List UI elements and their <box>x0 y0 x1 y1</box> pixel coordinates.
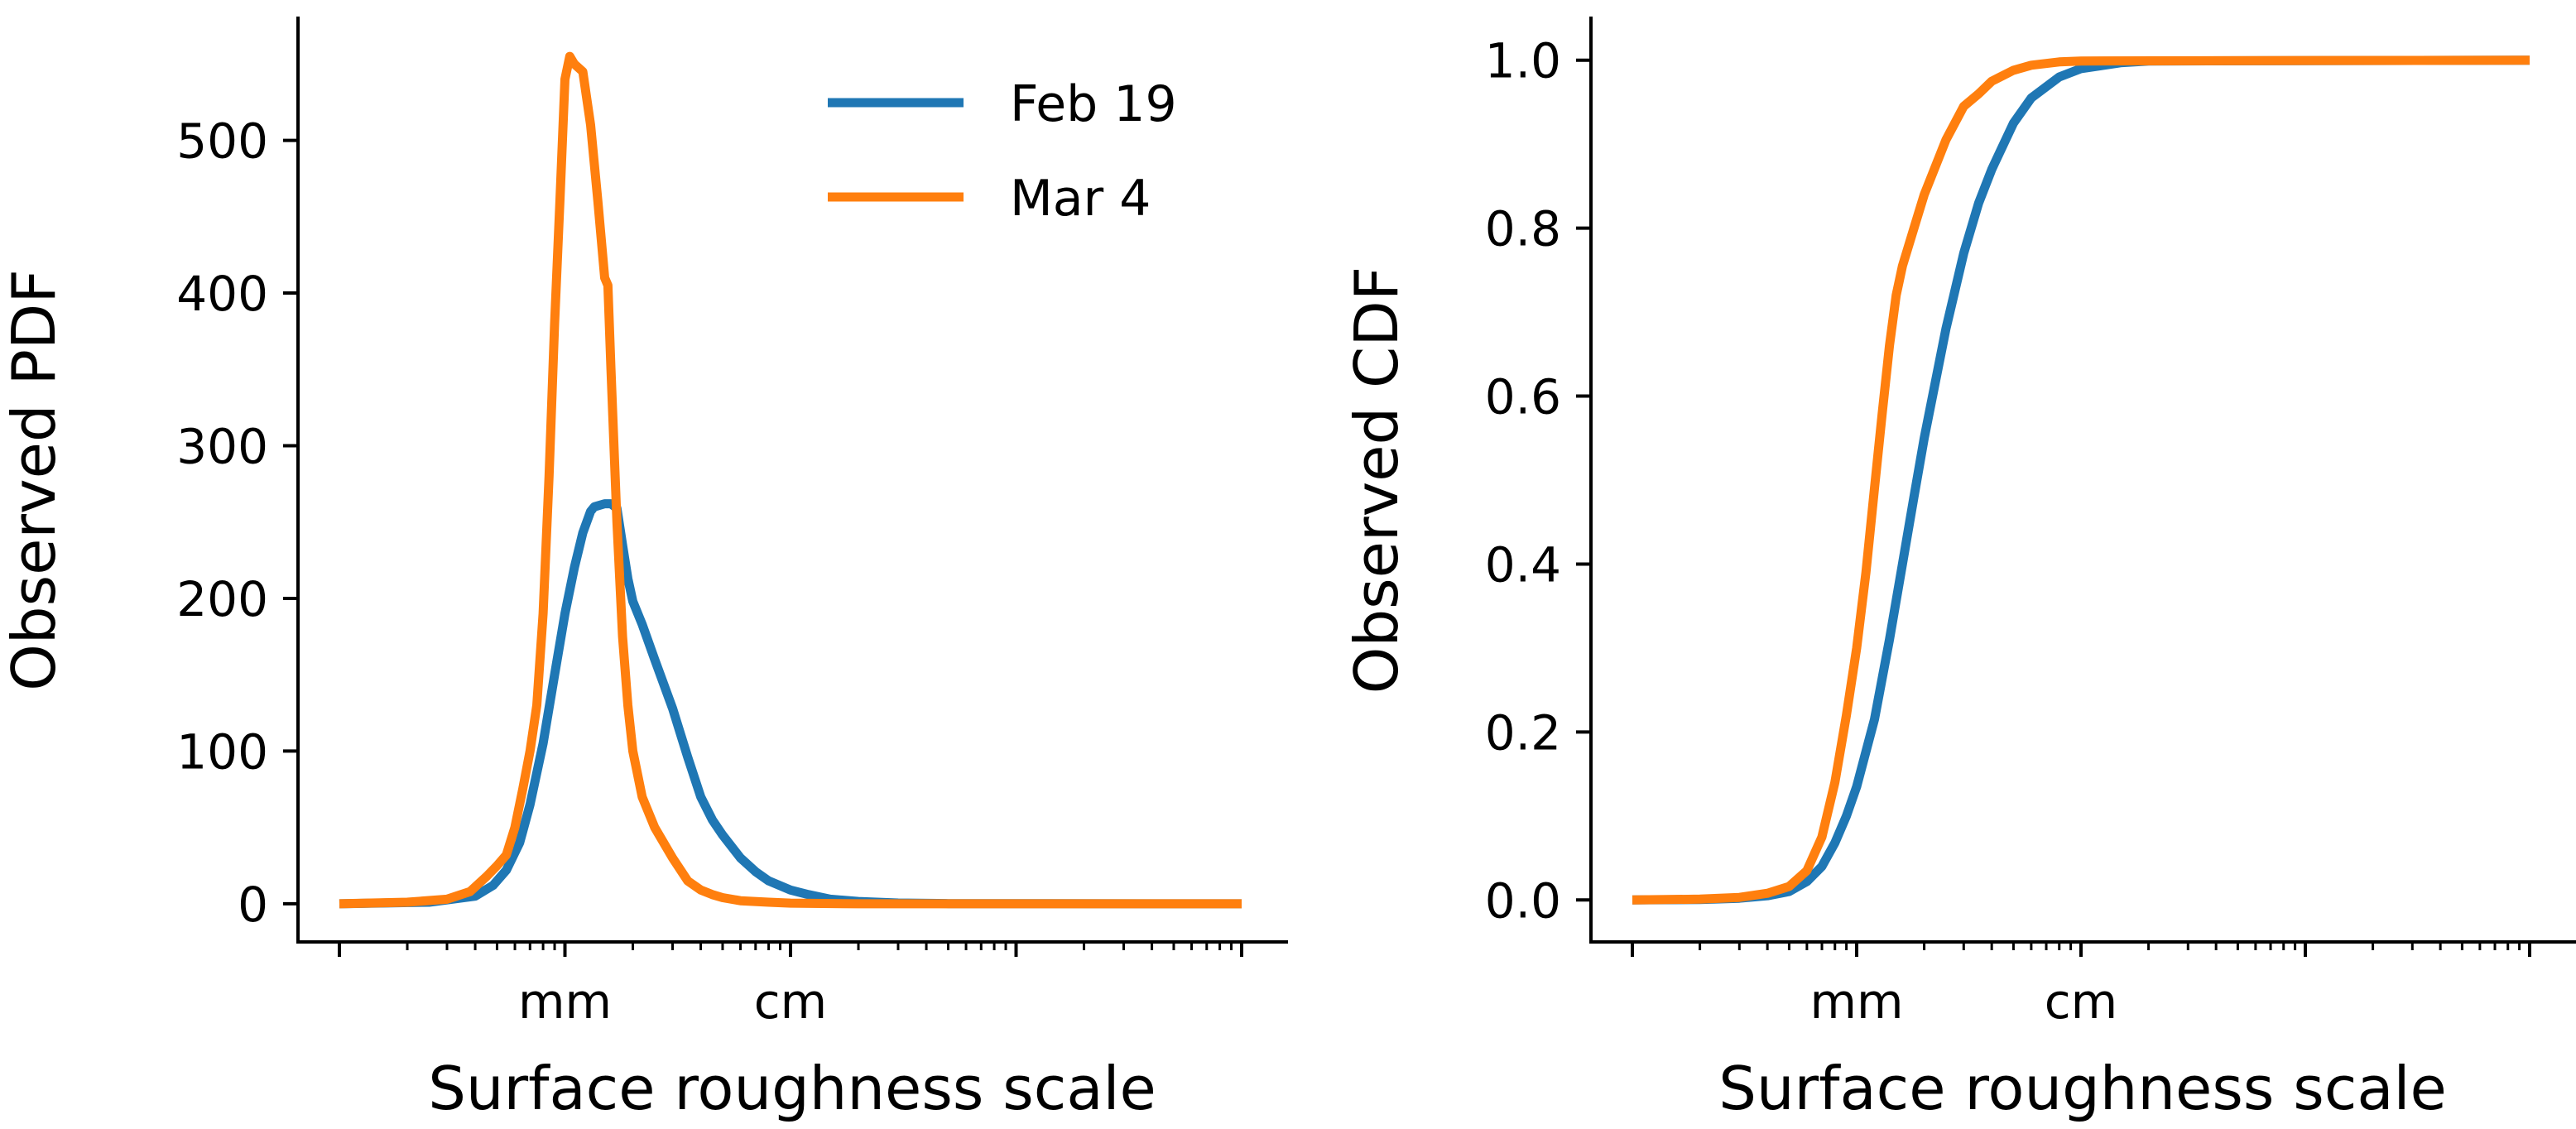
series-line-feb-19 <box>1632 55 2530 905</box>
legend: Feb 19 Mar 4 <box>828 75 1177 228</box>
y-tick-label: 0.2 <box>1485 704 1561 761</box>
y-tick-label: 0.8 <box>1485 201 1561 257</box>
series-line-feb-19 <box>339 499 1242 909</box>
panel-1: 0 100 200 300 400 500 mm cm Surface roughness sc… <box>0 17 1288 1123</box>
legend-label: Feb 19 <box>1010 75 1177 133</box>
x-tick-label: mm <box>518 973 612 1030</box>
y-tick-label: 400 <box>176 266 268 322</box>
x-axis-title: Surface roughness scale <box>1718 1054 2447 1123</box>
y-axis-title: Observed CDF <box>1342 267 1411 694</box>
y-tick-label: 0.6 <box>1485 369 1561 425</box>
legend-label: Mar 4 <box>1010 170 1151 228</box>
y-tick-label: 0 <box>238 877 268 933</box>
x-tick-label: cm <box>2045 973 2117 1030</box>
x-tick-label: mm <box>1810 973 1904 1030</box>
x-tick-label: cm <box>754 973 827 1030</box>
panel-2: 0.0 0.2 0.4 0.6 0.8 1.0 mm cm Surface roughness … <box>1342 17 2576 1123</box>
y-tick-label: 500 <box>176 113 268 170</box>
y-axis-title: Observed PDF <box>0 269 69 691</box>
series-line-mar-4 <box>1632 55 2530 905</box>
y-tick-label: 200 <box>176 571 268 627</box>
y-tick-label: 1.0 <box>1485 33 1561 89</box>
y-tick-label: 300 <box>176 418 268 474</box>
y-tick-label: 0.0 <box>1485 872 1561 929</box>
x-axis-title: Surface roughness scale <box>428 1054 1156 1123</box>
y-tick-label: 100 <box>176 723 268 780</box>
y-tick-label: 0.4 <box>1485 536 1561 593</box>
series-line-mar-4 <box>339 51 1242 909</box>
